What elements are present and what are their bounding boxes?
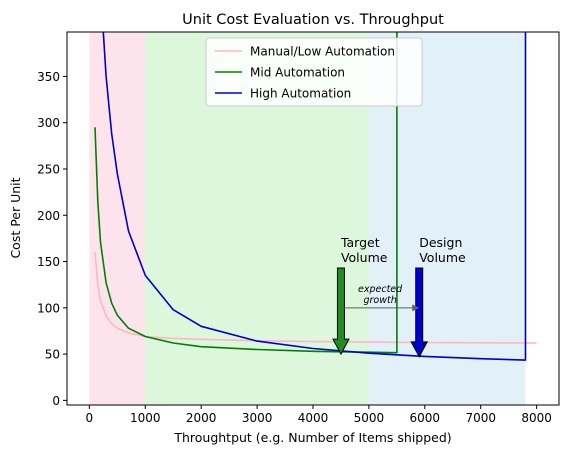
annotation-label-2: Volume: [419, 250, 466, 265]
growth-arrow-head: [412, 304, 420, 312]
series-lines: [94, 32, 537, 361]
x-tick-label: 5000: [354, 411, 385, 425]
annotation-label-2: Design: [419, 235, 462, 250]
x-axis-label: Throughtput (e.g. Number of Items shippe…: [173, 430, 451, 445]
y-tick-label: 0: [52, 394, 60, 408]
growth-arrow-label: growth: [363, 295, 396, 306]
x-tick-label: 7000: [465, 411, 496, 425]
x-tick-label: 0: [86, 411, 94, 425]
annotation-arrow-1: [332, 267, 350, 356]
x-axis-ticks: 0 1000 2000 3000 4000 5000 6000 7000 8000: [86, 405, 552, 425]
y-tick-label: 150: [37, 255, 60, 269]
chart-title: Unit Cost Evaluation vs. Throughput: [182, 12, 444, 28]
annotation-label-1: Volume: [341, 250, 388, 265]
series-line-2: [94, 32, 398, 354]
y-tick-label: 350: [37, 70, 60, 84]
x-tick-label: 4000: [298, 411, 329, 425]
shaded-region-1: [89, 32, 146, 405]
x-tick-label: 8000: [521, 411, 552, 425]
x-tick-label: 3000: [242, 411, 273, 425]
legend-label-3: High Automation: [250, 87, 351, 101]
x-tick-label: 6000: [410, 411, 441, 425]
y-tick-label: 200: [37, 209, 60, 223]
x-tick-label: 2000: [186, 411, 217, 425]
y-axis-ticks: 0 50 100 150 200 250 300 350: [37, 70, 67, 408]
legend: Manual/Low Automation Mid Automation High …: [205, 37, 423, 107]
y-tick-label: 50: [45, 348, 60, 362]
y-tick-label: 100: [37, 301, 60, 315]
series-line-3: [102, 32, 527, 361]
annotation-label-1: Target: [340, 235, 380, 250]
growth-arrow-label: expected: [358, 284, 403, 295]
annotation-arrow-2: [410, 267, 429, 358]
y-axis-label: Cost Per Unit: [8, 177, 23, 258]
x-tick-label: 1000: [130, 411, 161, 425]
legend-box: [205, 37, 423, 107]
legend-label-1: Manual/Low Automation: [250, 45, 395, 59]
y-tick-label: 300: [37, 116, 60, 130]
y-tick-label: 250: [37, 162, 60, 176]
legend-label-2: Mid Automation: [250, 66, 345, 80]
